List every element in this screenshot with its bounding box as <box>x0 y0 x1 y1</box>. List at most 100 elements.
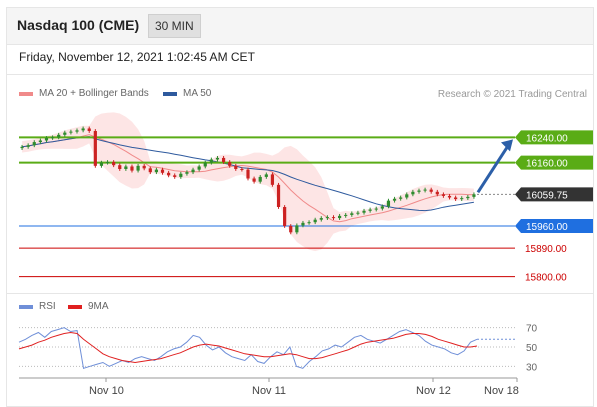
candle-body <box>179 173 183 177</box>
candle-body <box>215 157 220 160</box>
candle-body <box>63 132 67 135</box>
candle-body <box>26 145 30 147</box>
level-tag-current <box>515 187 593 202</box>
candle-body <box>295 225 299 233</box>
candle-body <box>148 168 152 173</box>
candle-body <box>44 137 49 141</box>
candle-body <box>405 194 409 198</box>
candle-body <box>209 159 213 163</box>
candle-body <box>362 210 366 213</box>
x-tick-label: Nov 18 <box>484 385 519 397</box>
rsi-tick-label: 50 <box>526 343 538 354</box>
legend-ma50: MA 50 <box>163 88 211 99</box>
candle-body <box>105 162 110 164</box>
rsi-tick-label: 70 <box>526 324 538 335</box>
candle-body <box>118 165 122 169</box>
x-tick-label: Nov 11 <box>252 385 286 397</box>
candle-body <box>338 215 342 219</box>
candle-body <box>264 174 268 177</box>
candle-body <box>154 169 158 173</box>
candle-body <box>386 200 391 207</box>
candle-body <box>252 178 256 182</box>
candle-body <box>173 175 177 177</box>
candle-body <box>356 212 360 214</box>
candle-body <box>197 166 201 170</box>
candle-body <box>221 157 226 163</box>
level-label-pivot: 15960.00 <box>526 222 568 233</box>
timestamp: Friday, November 12, 2021 1:02:45 AM CET <box>19 50 255 64</box>
candle-body <box>93 131 97 166</box>
divider <box>7 74 593 75</box>
candle-body <box>423 189 427 191</box>
level-label-current: 16059.75 <box>526 190 568 201</box>
candle-body <box>447 195 452 198</box>
candle-body <box>399 197 403 199</box>
candle-body <box>234 165 238 169</box>
ma20-swatch <box>19 91 33 96</box>
candle-body <box>130 166 134 171</box>
level-tag-resistance <box>515 155 593 170</box>
timeframe-button[interactable]: 30 MIN <box>148 14 201 38</box>
level-tag-resistance <box>515 130 593 145</box>
candle-body <box>350 213 354 215</box>
candle-body <box>112 162 116 166</box>
research-credit: Research © 2021 Trading Central <box>437 89 587 100</box>
forecast-arrowhead <box>501 139 513 152</box>
candle-body <box>240 169 244 170</box>
candle-body <box>81 128 85 131</box>
candle-body <box>87 128 91 131</box>
price-chart: 16240.00 16160.00 16059.75 15960.00 15890.00… <box>18 112 593 397</box>
level-label-support: 15800.00 <box>525 273 567 284</box>
candle-body <box>472 194 476 197</box>
bollinger-band <box>22 112 474 252</box>
candle-body <box>270 174 275 185</box>
level-label-resistance: 16160.00 <box>526 159 568 170</box>
ma50-swatch <box>163 91 177 96</box>
candle-body <box>20 146 24 149</box>
level-label-resistance: 16240.00 <box>526 133 568 144</box>
candle-body <box>313 219 317 223</box>
candle-body <box>331 217 336 219</box>
rsi-tick-label: 30 <box>526 362 538 373</box>
candle-body <box>276 184 281 207</box>
candle-body <box>38 140 42 143</box>
legend-ma50-label: MA 50 <box>183 88 212 99</box>
candle-body <box>466 196 470 199</box>
candle-body <box>246 169 250 179</box>
candle-body <box>374 208 378 210</box>
candle-body <box>301 222 305 226</box>
candle-body <box>124 166 128 169</box>
candle-body <box>411 191 415 195</box>
rsi-swatch <box>19 304 33 309</box>
level-label-support: 15890.00 <box>525 244 567 255</box>
candle-body <box>185 172 189 174</box>
legend-9ma-label: 9MA <box>88 301 109 312</box>
legend-ma20: MA 20 + Bollinger Bands <box>19 88 149 99</box>
candle-body <box>160 169 165 173</box>
legend-ma20-label: MA 20 + Bollinger Bands <box>39 88 149 99</box>
candle-body <box>289 226 293 233</box>
x-tick-label: Nov 12 <box>416 385 451 397</box>
candle-body <box>417 190 421 192</box>
candle-body <box>203 162 207 167</box>
rsi-ma9-line <box>18 331 478 364</box>
level-tag-pivot <box>515 219 593 233</box>
header-bar: Nasdaq 100 (CME) 30 MIN <box>7 8 593 45</box>
candle-body <box>50 137 55 139</box>
candle-body <box>69 131 73 133</box>
candle-body <box>319 218 323 220</box>
instrument-title: Nasdaq 100 (CME) <box>17 17 140 33</box>
candle-body <box>325 217 329 219</box>
panel-divider <box>7 293 593 294</box>
x-tick-label: Nov 10 <box>89 385 124 397</box>
chart-widget: Nasdaq 100 (CME) 30 MIN Friday, November… <box>6 7 594 407</box>
candle-body <box>142 165 146 169</box>
ma9-swatch <box>68 304 82 309</box>
candle-body <box>32 142 36 146</box>
candle-body <box>307 222 311 224</box>
rsi-line <box>18 327 478 369</box>
candle-body <box>75 130 79 132</box>
candle-body <box>258 176 262 182</box>
legend-rsi-label: RSI <box>39 301 56 312</box>
candle-body <box>368 209 372 211</box>
